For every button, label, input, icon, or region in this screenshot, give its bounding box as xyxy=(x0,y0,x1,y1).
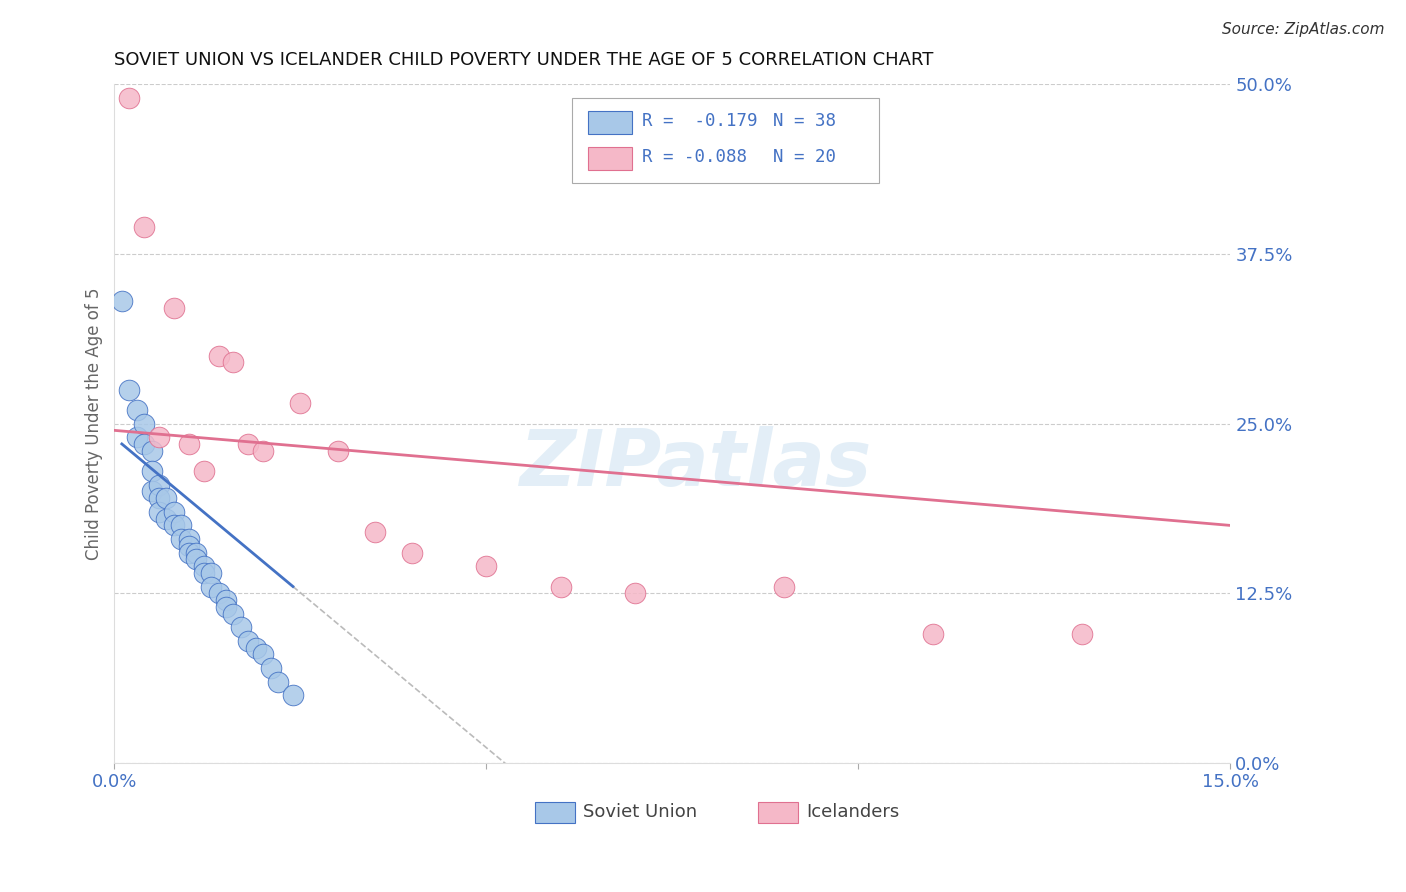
Point xyxy=(141,464,163,478)
Point xyxy=(281,688,304,702)
Point xyxy=(170,532,193,546)
FancyBboxPatch shape xyxy=(588,146,633,169)
Point xyxy=(326,443,349,458)
Point xyxy=(215,599,238,614)
Text: R =  -0.179: R = -0.179 xyxy=(643,112,758,130)
Point xyxy=(193,566,215,580)
Point xyxy=(238,633,260,648)
Point xyxy=(252,648,274,662)
Text: Source: ZipAtlas.com: Source: ZipAtlas.com xyxy=(1222,22,1385,37)
Point xyxy=(193,559,215,574)
Point xyxy=(364,525,387,540)
Point xyxy=(921,627,943,641)
Point xyxy=(550,580,572,594)
Point xyxy=(177,437,200,451)
Point xyxy=(177,539,200,553)
Point xyxy=(155,511,177,525)
Point xyxy=(290,396,312,410)
Text: SOVIET UNION VS ICELANDER CHILD POVERTY UNDER THE AGE OF 5 CORRELATION CHART: SOVIET UNION VS ICELANDER CHILD POVERTY … xyxy=(114,51,934,69)
Point xyxy=(200,566,222,580)
Point xyxy=(229,620,252,634)
Point xyxy=(186,552,208,566)
Y-axis label: Child Poverty Under the Age of 5: Child Poverty Under the Age of 5 xyxy=(86,287,103,560)
Point xyxy=(134,417,156,431)
Point xyxy=(125,430,148,444)
Point xyxy=(148,477,170,491)
Point xyxy=(267,674,290,689)
Point xyxy=(259,661,281,675)
Point xyxy=(118,91,141,105)
Point xyxy=(773,580,796,594)
Point xyxy=(222,607,245,621)
Point xyxy=(148,505,170,519)
FancyBboxPatch shape xyxy=(536,803,575,822)
Point xyxy=(177,532,200,546)
Point xyxy=(245,640,267,655)
Point xyxy=(200,580,222,594)
Point xyxy=(238,437,260,451)
Point xyxy=(170,518,193,533)
Point xyxy=(401,545,423,559)
Point xyxy=(148,491,170,506)
FancyBboxPatch shape xyxy=(588,112,633,135)
Point xyxy=(125,403,148,417)
Point xyxy=(207,349,229,363)
Point xyxy=(118,383,141,397)
Text: Icelanders: Icelanders xyxy=(806,803,900,821)
Point xyxy=(148,430,170,444)
Point xyxy=(141,443,163,458)
FancyBboxPatch shape xyxy=(572,98,879,183)
Point xyxy=(134,219,156,234)
Point xyxy=(193,464,215,478)
Point xyxy=(177,545,200,559)
FancyBboxPatch shape xyxy=(758,803,799,822)
Text: N = 20: N = 20 xyxy=(773,148,835,166)
Text: N = 38: N = 38 xyxy=(773,112,835,130)
Point xyxy=(207,586,229,600)
Point xyxy=(163,518,186,533)
Point xyxy=(215,593,238,607)
Point xyxy=(134,437,156,451)
Point xyxy=(163,505,186,519)
Point xyxy=(111,294,134,309)
Point xyxy=(1070,627,1092,641)
Point xyxy=(475,559,498,574)
Point xyxy=(163,301,186,315)
Point xyxy=(141,484,163,499)
Point xyxy=(155,491,177,506)
Text: Soviet Union: Soviet Union xyxy=(583,803,697,821)
Point xyxy=(186,545,208,559)
Point xyxy=(252,443,274,458)
Text: ZIPatlas: ZIPatlas xyxy=(519,426,870,502)
Text: R = -0.088: R = -0.088 xyxy=(643,148,747,166)
Point xyxy=(222,355,245,369)
Point xyxy=(624,586,647,600)
